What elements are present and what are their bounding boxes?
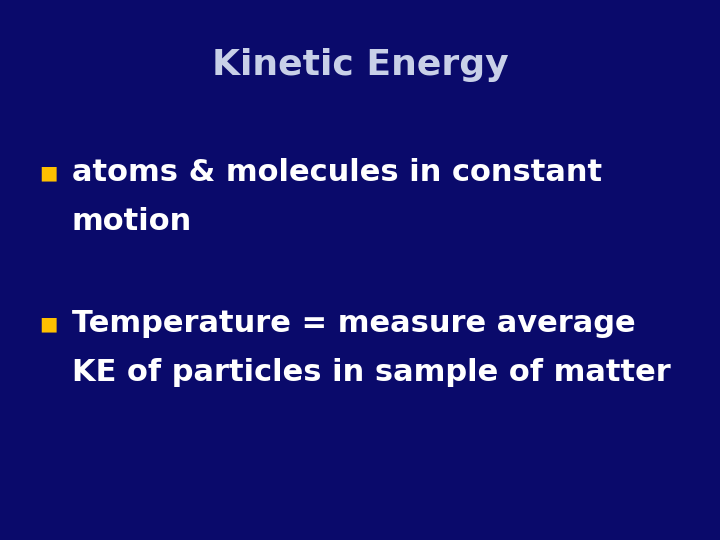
Text: Temperature = measure average: Temperature = measure average xyxy=(72,309,636,339)
Text: KE of particles in sample of matter: KE of particles in sample of matter xyxy=(72,358,671,387)
Text: ■: ■ xyxy=(40,163,58,183)
Text: motion: motion xyxy=(72,207,192,236)
Text: ■: ■ xyxy=(40,314,58,334)
Text: atoms & molecules in constant: atoms & molecules in constant xyxy=(72,158,602,187)
Text: Kinetic Energy: Kinetic Energy xyxy=(212,48,508,82)
